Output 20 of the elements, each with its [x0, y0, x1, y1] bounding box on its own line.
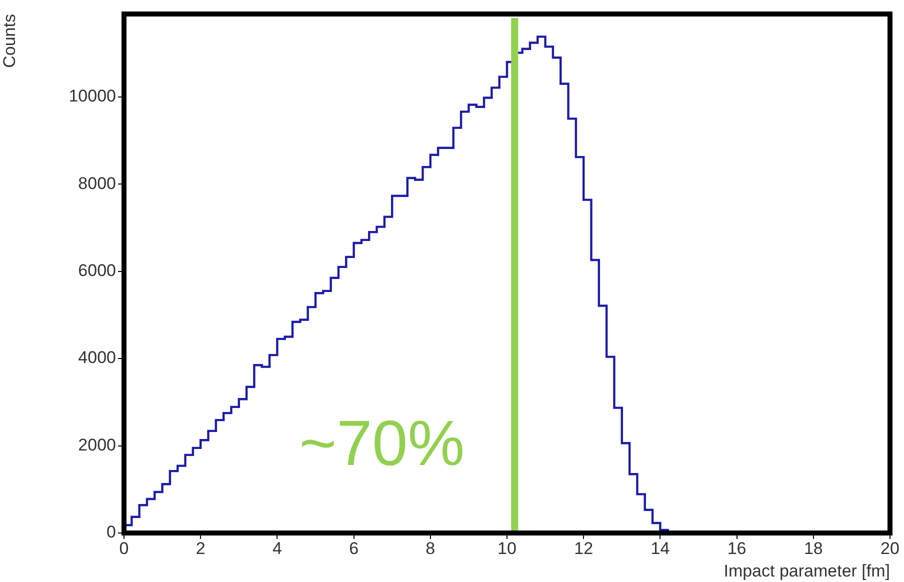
x-tick-label: 4 — [272, 538, 282, 558]
y-tick-label: 10000 — [68, 86, 116, 106]
y-tick-label: 0 — [106, 522, 116, 542]
x-tick-label: 6 — [349, 538, 359, 558]
y-tick-label: 2000 — [78, 435, 116, 454]
x-tick-label: 14 — [650, 538, 670, 558]
x-tick-label: 0 — [119, 538, 129, 558]
x-axis-title: Impact parameter [fm] — [724, 561, 890, 580]
x-tick-label: 20 — [880, 538, 900, 558]
x-tick-label: 8 — [426, 538, 436, 558]
x-tick-label: 16 — [727, 538, 746, 558]
x-tick-label: 10 — [498, 538, 516, 558]
y-tick-label: 4000 — [78, 348, 116, 368]
x-tick-label: 12 — [574, 538, 594, 558]
y-axis-title: Counts — [0, 14, 19, 68]
x-tick-label: 18 — [804, 538, 823, 558]
y-tick-label: 6000 — [78, 261, 116, 280]
x-tick-label: 2 — [196, 538, 206, 558]
annotation: ~70% — [299, 407, 465, 479]
y-tick-label: 8000 — [78, 174, 116, 193]
